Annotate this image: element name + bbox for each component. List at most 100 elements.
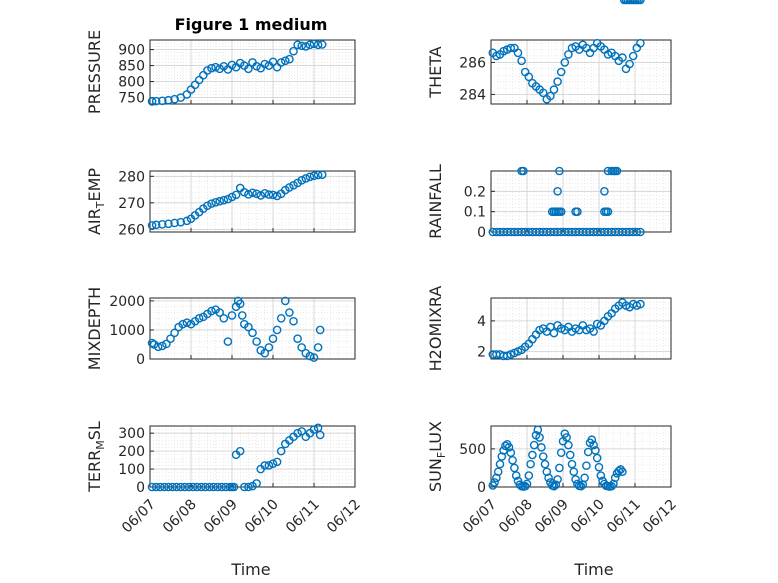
data-point (280, 56, 290, 66)
data-point (600, 207, 609, 216)
data-point (309, 39, 319, 49)
data-point (164, 219, 173, 229)
data-point (594, 462, 604, 472)
data-point (285, 54, 294, 64)
data-point (166, 334, 175, 343)
data-point (603, 207, 613, 216)
data-point (636, 227, 645, 237)
data-point (227, 60, 237, 70)
data-point (569, 467, 579, 477)
y-axis-label: H2OMIXRA (426, 286, 445, 372)
panel-h2omixra: 2 4 H2OMIXRA (426, 286, 672, 372)
data-point (211, 62, 220, 72)
data-point (227, 311, 237, 320)
x-tick-label: 06/12 (324, 497, 364, 537)
data-point (564, 440, 573, 450)
data-point (493, 467, 503, 477)
y-tick-label: 280 (118, 169, 145, 185)
axes-box (490, 170, 672, 233)
data-point (508, 456, 517, 465)
axes-box (149, 297, 356, 360)
data-point (215, 196, 224, 206)
data-point (549, 85, 559, 94)
data-point (540, 459, 550, 469)
data-point (260, 188, 270, 198)
data-point (317, 170, 327, 180)
data-point (628, 51, 638, 61)
data-point (293, 428, 302, 438)
data-point (632, 227, 642, 237)
data-point (625, 59, 634, 69)
data-point (248, 188, 257, 198)
data-point (565, 450, 575, 460)
data-point (223, 194, 233, 204)
data-point (309, 425, 319, 434)
data-point (160, 482, 169, 492)
data-point (556, 207, 566, 216)
data-point (564, 50, 573, 59)
data-point (168, 482, 177, 492)
data-point (289, 316, 298, 326)
data-point (147, 482, 157, 492)
axes-box (490, 425, 672, 488)
data-point (157, 96, 167, 106)
data-point (203, 66, 212, 75)
data-point (583, 447, 593, 457)
data-point (305, 172, 315, 182)
data-point (201, 482, 210, 492)
data-point (582, 461, 591, 470)
y-tick-label: 0 (136, 480, 145, 496)
y-tick-label: 4 (477, 314, 486, 330)
data-point (607, 481, 616, 491)
data-point (164, 95, 173, 105)
data-point (268, 57, 278, 67)
data-point (315, 430, 325, 440)
data-point (248, 328, 257, 338)
panel-mixdepth: 0 1000 2000 MIXDEPTH (85, 287, 356, 370)
data-point (151, 482, 161, 492)
data-point (313, 343, 323, 352)
y-tick-label: 300 (118, 426, 145, 442)
axes-box (490, 297, 672, 360)
x-tick-label: 06/07 (460, 497, 500, 537)
data-point (573, 207, 582, 216)
y-tick-label: 2000 (109, 294, 145, 310)
data-point (495, 459, 505, 469)
data-point (305, 40, 315, 50)
y-tick-label: 1000 (109, 323, 145, 339)
data-point (272, 191, 282, 201)
data-point (556, 448, 566, 457)
data-point (490, 478, 499, 487)
data-point (589, 327, 598, 336)
data-point (172, 482, 181, 492)
data-point (520, 481, 530, 491)
y-axis-label: SUNFLUX (426, 421, 448, 492)
data-point (219, 314, 229, 323)
data-point (297, 41, 307, 51)
data-point (207, 63, 216, 73)
data-point (272, 325, 282, 335)
data-point (155, 482, 165, 492)
data-point (537, 443, 546, 452)
data-point (528, 450, 537, 460)
data-point (297, 175, 307, 185)
data-point (227, 192, 237, 202)
data-point (513, 48, 523, 58)
data-point (587, 435, 597, 445)
data-point (522, 479, 532, 489)
axes-box (149, 170, 356, 233)
data-point (157, 220, 167, 229)
data-point (260, 461, 270, 470)
data-point (576, 481, 586, 491)
y-axis-label: MIXDEPTH (85, 287, 104, 370)
data-point (636, 299, 645, 309)
data-point (264, 190, 274, 199)
data-point (526, 459, 535, 469)
data-point (207, 306, 216, 316)
data-point (192, 482, 202, 492)
x-tick-label: 06/10 (568, 497, 608, 537)
data-point (546, 91, 555, 101)
data-point (549, 481, 559, 491)
y-tick-label: 284 (459, 87, 486, 103)
